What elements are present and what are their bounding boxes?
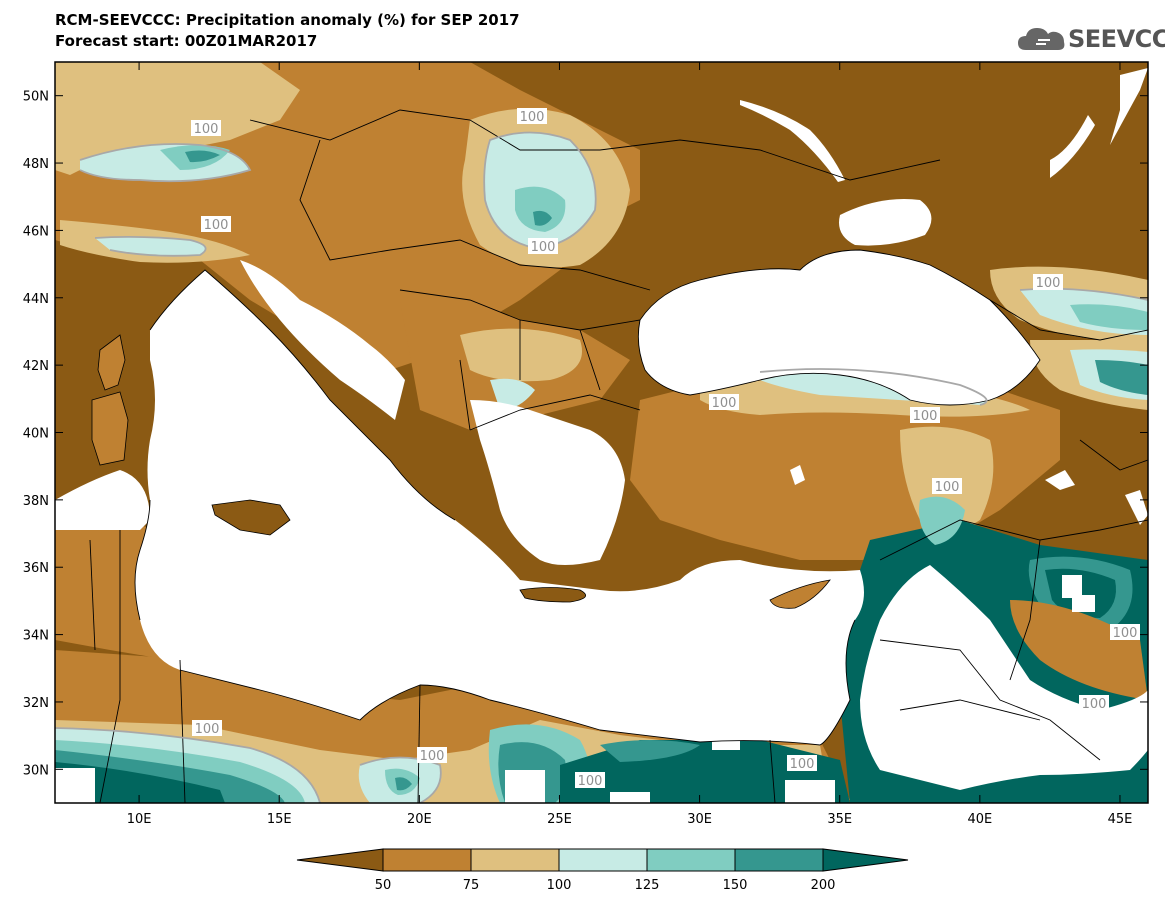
contour-label: 100: [913, 409, 938, 424]
lat-tick-label: 32N: [23, 696, 49, 711]
cloud-icon: [1018, 28, 1065, 50]
contour-label: 100: [1113, 626, 1138, 641]
contour-label-bg: [575, 772, 605, 788]
colorbar: 50 75 100 125 150 200: [296, 848, 909, 893]
lat-tick-label: 34N: [23, 629, 49, 644]
colorbar-label: 125: [635, 878, 660, 893]
lon-tick-label: 25E: [547, 812, 572, 827]
contour-label-bg: [932, 478, 962, 494]
colorbar-label: 50: [375, 878, 392, 893]
lon-tick-label: 30E: [687, 812, 712, 827]
contour-label: 100: [194, 122, 219, 137]
contour-label-bg: [201, 216, 231, 232]
contour-label-bg: [192, 720, 222, 736]
chart-title: RCM-SEEVCCC: Precipitation anomaly (%) f…: [55, 10, 520, 52]
sea-and-mask: [55, 68, 1148, 803]
contour-label: 100: [195, 722, 220, 737]
contour-label: 100: [578, 774, 603, 789]
colorbar-segment: [470, 848, 560, 872]
contour-label-bg: [517, 108, 547, 124]
contour-label: 100: [935, 480, 960, 495]
contour-label: 100: [1036, 276, 1061, 291]
lon-tick-label: 35E: [827, 812, 852, 827]
colorbar-segment: [382, 848, 472, 872]
title-line-1: RCM-SEEVCCC: Precipitation anomaly (%) f…: [55, 11, 520, 29]
lat-tick-label: 42N: [23, 359, 49, 374]
colorbar-low-arrow: [296, 848, 384, 872]
contour-label-bg: [1110, 624, 1140, 640]
lon-tick-label: 10E: [127, 812, 152, 827]
colorbar-high-arrow: [822, 848, 909, 872]
contour-label: 100: [712, 396, 737, 411]
contour-label: 100: [520, 110, 545, 125]
map-plot-area: [55, 62, 1148, 803]
contour-label-bg: [191, 120, 221, 136]
colorbar-segment: [734, 848, 824, 872]
seevccc-logo: SEEVCCC: [1016, 22, 1165, 56]
contour-label-bg: [1033, 274, 1063, 290]
logo-text: SEEVCCC: [1068, 25, 1165, 53]
lat-tick-label: 48N: [23, 157, 49, 172]
longitude-axis: 10E 15E 20E 25E 30E 35E 40E 45E: [127, 62, 1133, 827]
lon-tick-label: 45E: [1108, 812, 1133, 827]
colorbar-label: 100: [547, 878, 572, 893]
lat-tick-label: 36N: [23, 561, 49, 576]
lat-tick-label: 44N: [23, 292, 49, 307]
lat-tick-label: 50N: [23, 90, 49, 105]
colorbar-label: 150: [723, 878, 748, 893]
latitude-axis: 30N 32N 34N 36N 38N 40N 42N 44N 46N 48N 50N: [23, 90, 1148, 778]
contour-label: 100: [204, 218, 229, 233]
colorbar-label: 200: [811, 878, 836, 893]
lon-tick-label: 20E: [407, 812, 432, 827]
borders: [89, 109, 1148, 803]
contour-label: 100: [420, 749, 445, 764]
lat-tick-label: 38N: [23, 494, 49, 509]
islands: [91, 334, 831, 609]
title-line-2: Forecast start: 00Z01MAR2017: [55, 32, 318, 50]
contour-labels: 100 100 100 100 100 100 100 100 100 100 100 100 100 1…: [191, 108, 1140, 789]
lat-tick-label: 46N: [23, 224, 49, 239]
contour-label: 100: [531, 240, 556, 255]
contour-label-bg: [787, 755, 817, 771]
contour-label-bg: [910, 407, 940, 423]
lon-tick-label: 40E: [967, 812, 992, 827]
contour-label-bg: [528, 238, 558, 254]
contour-label-bg: [417, 747, 447, 763]
colorbar-segment: [646, 848, 736, 872]
contour-label-bg: [1079, 695, 1109, 711]
lat-tick-label: 40N: [23, 427, 49, 442]
colorbar-label: 75: [463, 878, 480, 893]
lat-tick-label: 30N: [23, 763, 49, 778]
contour-label: 100: [1082, 697, 1107, 712]
contour-label-bg: [709, 394, 739, 410]
colorbar-segment: [558, 848, 648, 872]
contour-label: 100: [790, 757, 815, 772]
lon-tick-label: 15E: [267, 812, 292, 827]
